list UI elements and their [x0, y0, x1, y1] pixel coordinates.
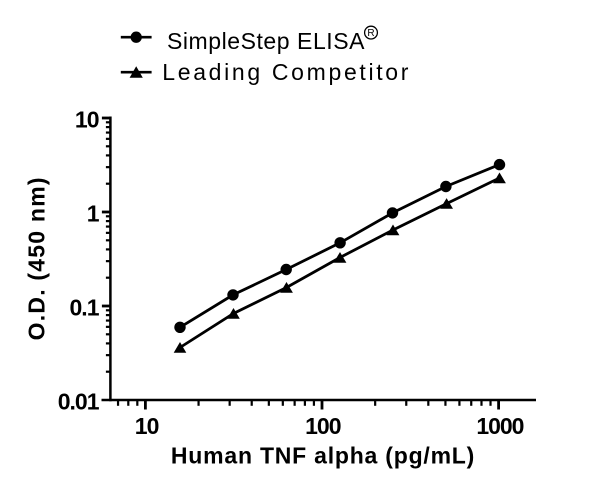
svg-text:Leading Competitor: Leading Competitor [162, 59, 411, 85]
svg-text:1: 1 [87, 200, 100, 226]
svg-text:R: R [367, 28, 374, 39]
svg-text:0.1: 0.1 [70, 294, 100, 320]
svg-text:SimpleStep ELISA: SimpleStep ELISA [167, 28, 365, 54]
svg-text:1000: 1000 [476, 413, 523, 439]
svg-text:10: 10 [135, 413, 159, 439]
svg-text:10: 10 [75, 106, 99, 132]
svg-text:O.D. (450 nm): O.D. (450 nm) [24, 176, 50, 340]
svg-text:Human TNF alpha (pg/mL): Human TNF alpha (pg/mL) [171, 442, 475, 468]
svg-text:0.01: 0.01 [58, 388, 100, 414]
svg-text:100: 100 [305, 413, 341, 439]
